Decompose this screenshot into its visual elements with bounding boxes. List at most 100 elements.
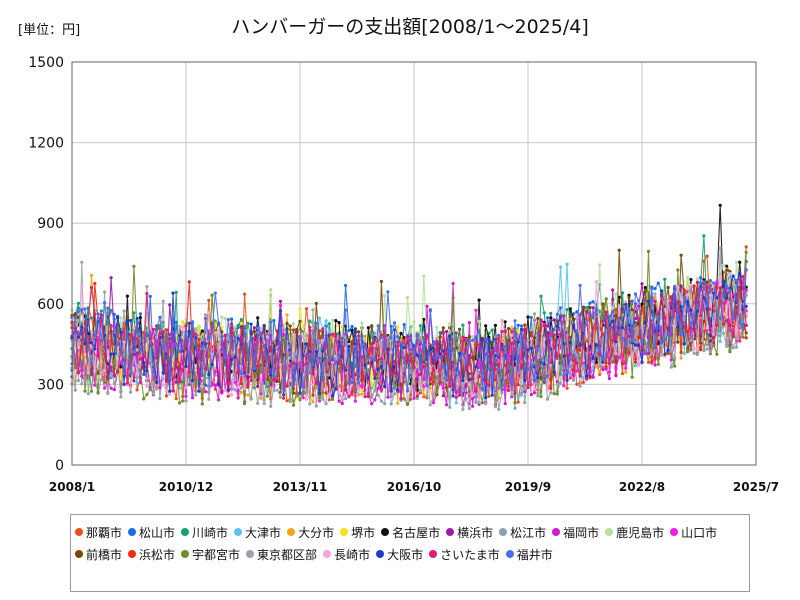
legend-marker — [287, 528, 295, 536]
data-point — [207, 342, 210, 345]
data-point — [468, 383, 471, 386]
data-point — [276, 355, 279, 358]
data-point — [250, 398, 253, 401]
data-point — [504, 402, 507, 405]
data-point — [194, 343, 197, 346]
legend-marker — [429, 550, 437, 558]
data-point — [74, 316, 77, 319]
data-point — [611, 339, 614, 342]
data-point — [448, 385, 451, 388]
data-point — [575, 383, 578, 386]
data-point — [230, 358, 233, 361]
data-point — [145, 393, 148, 396]
data-point — [562, 314, 565, 317]
data-point — [295, 380, 298, 383]
data-point — [87, 371, 90, 374]
data-point — [207, 398, 210, 401]
legend-label: さいたま市 — [440, 546, 500, 563]
legend-label: 福井市 — [517, 546, 553, 563]
data-point — [693, 347, 696, 350]
data-point — [347, 382, 350, 385]
legend-marker — [499, 528, 507, 536]
data-point — [360, 321, 363, 324]
data-point — [393, 377, 396, 380]
data-point — [181, 347, 184, 350]
data-point — [663, 316, 666, 319]
data-point — [549, 330, 552, 333]
data-point — [292, 333, 295, 336]
data-point — [80, 261, 83, 264]
data-point — [126, 315, 129, 318]
data-point — [110, 387, 113, 390]
legend-item: 松山市 — [128, 521, 175, 543]
data-point — [207, 299, 210, 302]
legend-label: 堺市 — [351, 524, 375, 541]
data-point — [259, 397, 262, 400]
data-point — [448, 406, 451, 409]
data-point — [699, 348, 702, 351]
data-point — [110, 330, 113, 333]
data-point — [500, 391, 503, 394]
data-point — [217, 398, 220, 401]
data-point — [110, 276, 113, 279]
data-point — [445, 330, 448, 333]
data-point — [93, 384, 96, 387]
data-point — [136, 320, 139, 323]
data-point — [351, 329, 354, 332]
data-point — [696, 310, 699, 313]
data-point — [735, 311, 738, 314]
legend-label: 松江市 — [510, 524, 546, 541]
data-point — [523, 328, 526, 331]
data-point — [556, 377, 559, 380]
data-point — [562, 374, 565, 377]
legend: 那覇市松山市川崎市大津市大分市堺市名古屋市横浜市松江市福岡市鹿児島市山口市前橋市… — [70, 514, 750, 592]
data-point — [419, 341, 422, 344]
data-point — [676, 326, 679, 329]
data-point — [621, 372, 624, 375]
data-point — [279, 304, 282, 307]
data-point — [559, 306, 562, 309]
data-point — [360, 386, 363, 389]
data-point — [191, 379, 194, 382]
data-point — [478, 299, 481, 302]
grid-lines — [72, 62, 756, 465]
data-point — [344, 397, 347, 400]
data-point — [653, 363, 656, 366]
data-point — [184, 386, 187, 389]
data-point — [285, 322, 288, 325]
data-point — [178, 350, 181, 353]
data-point — [676, 286, 679, 289]
data-point — [276, 389, 279, 392]
data-point — [670, 349, 673, 352]
data-point — [97, 391, 100, 394]
data-point — [439, 381, 442, 384]
data-point — [696, 277, 699, 280]
data-point — [569, 377, 572, 380]
legend-label: 名古屋市 — [392, 524, 440, 541]
data-point — [644, 286, 647, 289]
data-point — [377, 347, 380, 350]
data-point — [211, 363, 214, 366]
data-point — [318, 396, 321, 399]
data-point — [478, 330, 481, 333]
data-point — [224, 334, 227, 337]
data-point — [728, 350, 731, 353]
data-point — [412, 375, 415, 378]
data-point — [230, 323, 233, 326]
data-point — [719, 276, 722, 279]
data-point — [572, 379, 575, 382]
data-point — [507, 327, 510, 330]
data-point — [419, 389, 422, 392]
data-point — [175, 291, 178, 294]
data-point — [269, 374, 272, 377]
data-point — [530, 337, 533, 340]
data-point — [338, 340, 341, 343]
legend-item: 大阪市 — [376, 543, 423, 565]
data-point — [474, 390, 477, 393]
data-point — [116, 343, 119, 346]
data-point — [543, 338, 546, 341]
data-point — [458, 394, 461, 397]
data-point — [455, 396, 458, 399]
data-point — [292, 383, 295, 386]
data-point — [240, 322, 243, 325]
